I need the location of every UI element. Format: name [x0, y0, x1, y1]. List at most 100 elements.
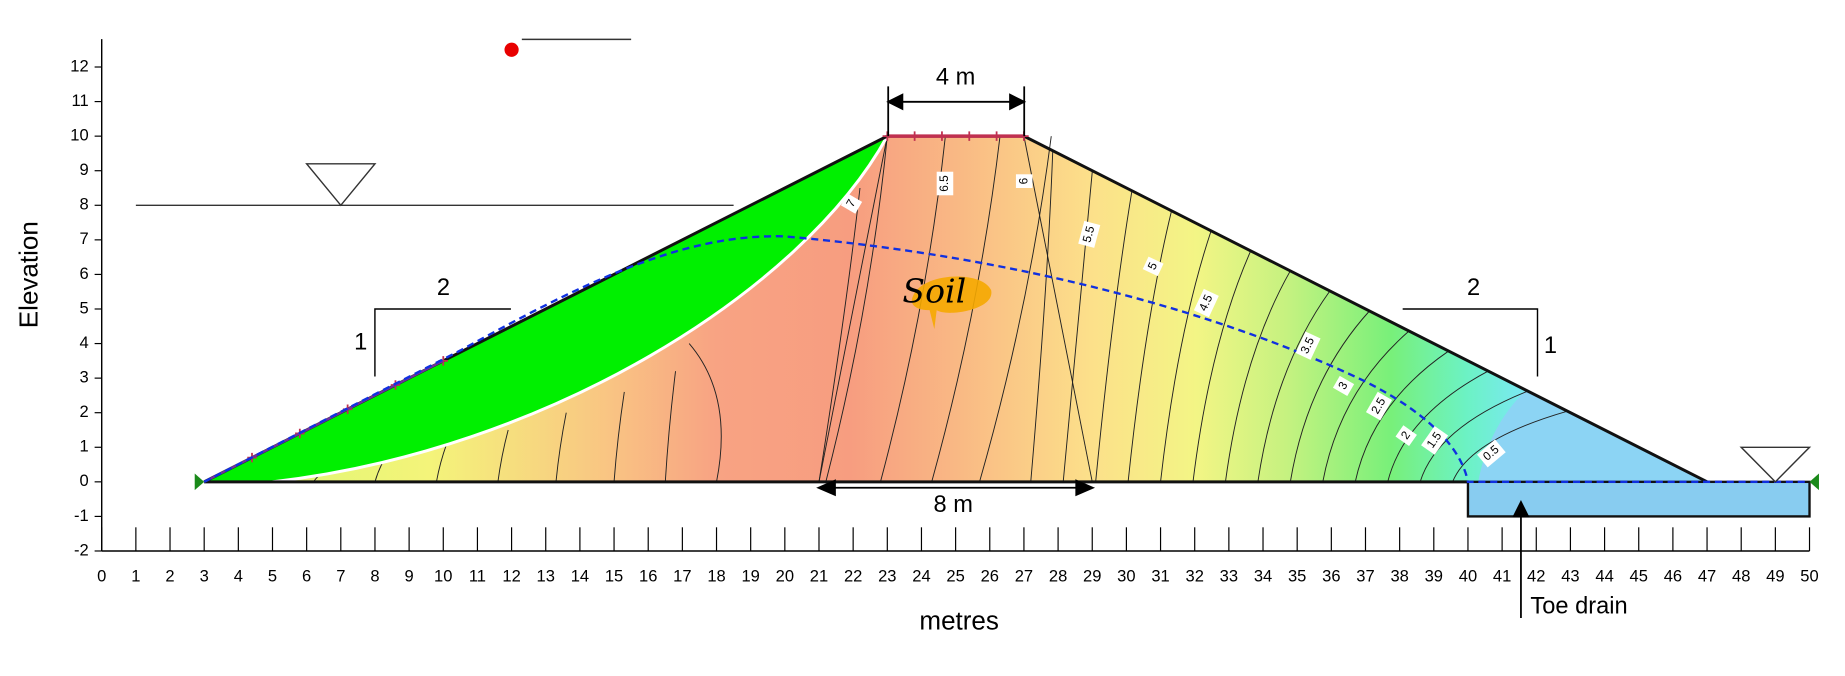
drawing: 0 1 2 3 4 5 6 7 8 9 10 11 12 13 14 15 16 17 18 19 20 21 22 23 24… — [14, 38, 1819, 636]
x-tick-label: 50 — [1800, 566, 1818, 585]
crest-node — [991, 131, 1002, 141]
x-tick-label: 7 — [336, 566, 345, 585]
x-tick-label: 35 — [1288, 566, 1306, 585]
x-tick-label: 27 — [1015, 566, 1033, 585]
y-tick-label: 12 — [70, 56, 88, 75]
water-symbol — [1739, 446, 1812, 483]
contour-label-text: 4.5 — [1196, 292, 1216, 313]
contour-line — [613, 391, 625, 482]
y-tick-label: 10 — [70, 126, 88, 145]
toe-drain-label: Toe drain — [1530, 594, 1627, 620]
slope-horizontal: 2 — [1467, 275, 1480, 301]
x-tick-label: 30 — [1117, 566, 1135, 585]
contour-line — [435, 443, 448, 482]
crest-node — [964, 131, 975, 141]
contour-label: 3.5 — [1295, 331, 1321, 360]
contour-line — [818, 187, 861, 482]
x-tick-label: 21 — [810, 566, 828, 585]
x-tick-label: 0 — [97, 566, 106, 585]
x-tick-label: 2 — [165, 566, 174, 585]
x-tick-label: 3 — [200, 566, 209, 585]
x-tick-label: 11 — [469, 566, 486, 585]
phreatic-line — [203, 235, 1810, 484]
shell-boundary — [272, 135, 889, 484]
x-tick-label: 42 — [1527, 566, 1545, 585]
x-tick-label: 34 — [1254, 566, 1272, 585]
x-tick-label: 29 — [1083, 566, 1101, 585]
x-tick-label: 8 — [370, 566, 379, 585]
contour-label-box — [1295, 331, 1321, 360]
y-tick-label: 11 — [72, 91, 89, 110]
contour-label-box — [1193, 288, 1219, 318]
contour-label: 3 — [1332, 375, 1355, 397]
x-tick-label: 46 — [1664, 566, 1682, 585]
contour-line — [1127, 210, 1172, 482]
dimension-line — [886, 86, 1027, 137]
water-symbol — [305, 163, 377, 207]
base-width-label: 8 m — [934, 492, 973, 518]
slope-vertical: 1 — [1544, 333, 1557, 359]
x-tick-label: 15 — [605, 566, 623, 585]
material-label: Soil — [902, 272, 966, 311]
contour-label: 0.5 — [1477, 439, 1506, 468]
x-tick-label: 36 — [1322, 566, 1340, 585]
soil-blob — [911, 276, 992, 330]
x-tick-label: 12 — [502, 566, 520, 585]
x-tick-label: 24 — [912, 566, 930, 585]
slope-indicator — [1402, 308, 1539, 377]
contour-label-box — [1142, 256, 1164, 277]
contour-line — [1289, 310, 1370, 482]
x-tick-label: 23 — [878, 566, 896, 585]
x-tick-label: 25 — [946, 566, 964, 585]
contour-line — [1257, 290, 1331, 482]
x-tick-label: 9 — [405, 566, 414, 585]
contour-label-box — [1078, 220, 1101, 248]
y-tick-label: 5 — [80, 298, 89, 317]
contour-label: 4.5 — [1193, 288, 1219, 318]
x-tick-label: 10 — [434, 566, 452, 585]
contour-line — [1160, 230, 1212, 482]
drain-zone — [1478, 390, 1708, 482]
contour-line — [497, 429, 509, 482]
x-tick-label: 49 — [1766, 566, 1784, 585]
contour-label: 2 — [1395, 425, 1417, 447]
x-tick-label: 43 — [1561, 566, 1579, 585]
y-tick-label: 9 — [80, 160, 89, 179]
x-tick-label: 16 — [639, 566, 657, 585]
callout-arrow — [1512, 499, 1530, 618]
x-tick-label: 32 — [1186, 566, 1204, 585]
x-tick-label: 22 — [844, 566, 862, 585]
contour-label-text: 3.5 — [1297, 335, 1317, 356]
y-tick-label: -1 — [74, 506, 89, 525]
x-tick-label: 14 — [571, 566, 589, 585]
x-tick-label: 38 — [1390, 566, 1408, 585]
contour-line — [1322, 330, 1410, 482]
contour-label: 6.5 — [936, 171, 954, 196]
x-tick-label: 18 — [707, 566, 725, 585]
x-axis-label: metres — [919, 606, 998, 636]
contour-line — [1023, 136, 1093, 482]
y-axis-label: Elevation — [14, 221, 44, 328]
x-tick-label: 1 — [131, 566, 140, 585]
contour-label: 6 — [1015, 174, 1033, 188]
contour-label-box — [1015, 174, 1033, 188]
x-tick-label: 19 — [741, 566, 759, 585]
contour-label-box — [840, 193, 863, 214]
x-tick-label: 31 — [1151, 566, 1169, 585]
red-point — [504, 42, 519, 57]
contour-line — [1192, 250, 1252, 482]
crest-node — [937, 131, 947, 141]
slope-vertical: 1 — [354, 330, 367, 356]
dimension-line — [816, 479, 1096, 497]
contour-line — [1095, 190, 1133, 482]
contour-label-box — [1477, 439, 1506, 468]
contour-line — [1354, 350, 1449, 482]
slope-indicator — [374, 308, 511, 377]
boundary-marker — [1809, 473, 1819, 491]
contour-label: 5 — [1142, 256, 1164, 277]
x-tick-label: 20 — [776, 566, 794, 585]
contour-line — [1452, 410, 1568, 483]
contour-label: 2.5 — [1365, 391, 1393, 421]
contour-label-box — [1395, 425, 1417, 447]
x-tick-label: 6 — [302, 566, 311, 585]
